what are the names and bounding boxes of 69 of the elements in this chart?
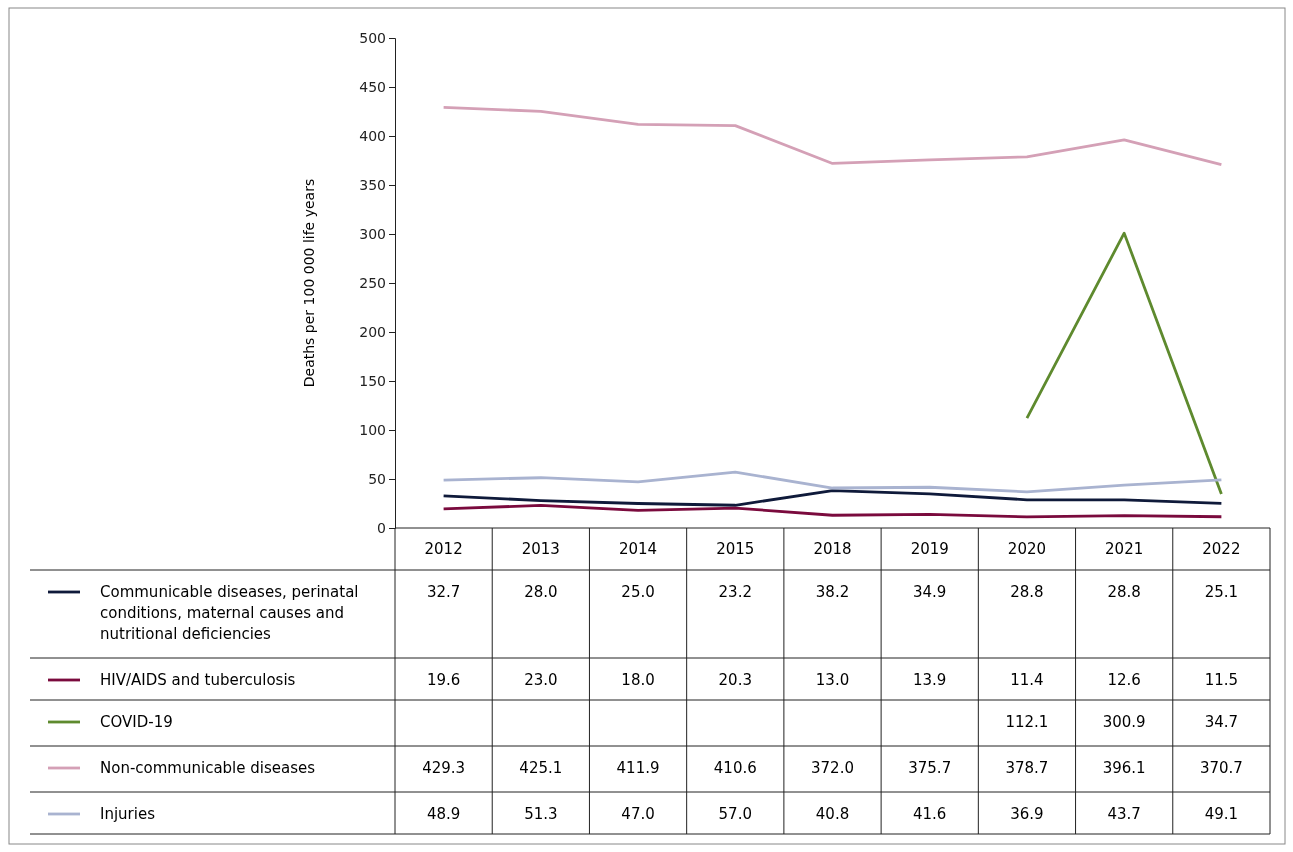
data-label: 12.6	[1107, 671, 1141, 689]
data-label: 25.1	[1204, 583, 1239, 601]
data-label: 32.7	[426, 583, 461, 601]
data-label: 43.7	[1107, 805, 1141, 823]
data-label: 34.9	[913, 583, 947, 601]
data-label: 28.8	[1107, 583, 1141, 601]
x-tick-label: 2022	[1202, 540, 1241, 558]
data-label: 23.0	[524, 671, 558, 689]
x-tick-label: 2014	[618, 540, 658, 558]
x-tick-label: 2019	[910, 540, 949, 558]
line-series	[442, 470, 1223, 494]
legend-label: Communicable diseases, perinatal conditions, maternal causes and nutritional deficiencies	[100, 583, 359, 643]
legend-label: HIV/AIDS and tuberculosis	[100, 671, 296, 689]
legend-label: COVID-19	[100, 713, 173, 731]
legend-label: Injuries	[100, 805, 156, 823]
data-label: 28.0	[524, 583, 558, 601]
y-tick-label: 100	[359, 421, 386, 438]
data-label: 23.2	[718, 583, 752, 601]
data-label: 411.9	[616, 759, 660, 777]
data-label: 48.9	[426, 805, 461, 823]
x-tick-label: 2018	[813, 540, 852, 558]
y-tick-label: 0	[377, 519, 386, 536]
data-label: 36.9	[1010, 805, 1044, 823]
x-tick-label: 2020	[1007, 540, 1047, 558]
data-label: 370.7	[1199, 759, 1243, 777]
x-tick-label: 2012	[424, 540, 463, 558]
data-label: 396.1	[1102, 759, 1146, 777]
data-label: 28.8	[1010, 583, 1044, 601]
x-tick-label: 2013	[521, 540, 560, 558]
data-label: 378.7	[1005, 759, 1049, 777]
y-tick-label: 500	[359, 29, 386, 46]
y-tick-label: 350	[359, 176, 386, 193]
data-label: 18.0	[621, 671, 655, 689]
data-label: 57.0	[718, 805, 752, 823]
x-tick-label: 2015	[716, 540, 755, 558]
y-tick-label: 300	[359, 225, 386, 242]
y-tick-label: 450	[359, 78, 386, 95]
data-label: 49.1	[1204, 805, 1239, 823]
data-label: 20.3	[718, 671, 752, 689]
data-label: 410.6	[713, 759, 757, 777]
data-label: 425.1	[519, 759, 563, 777]
line-series	[442, 489, 1223, 507]
data-label: 372.0	[811, 759, 854, 777]
data-label: 11.5	[1204, 671, 1239, 689]
data-label: 41.6	[913, 805, 947, 823]
data-label: 13.9	[913, 671, 947, 689]
line-series	[442, 105, 1223, 167]
data-label: 47.0	[621, 805, 655, 823]
y-axis-title: Deaths per 100 000 life years	[301, 178, 317, 388]
y-tick-label: 50	[368, 470, 386, 487]
data-label: 300.9	[1102, 713, 1146, 731]
data-label: 34.7	[1204, 713, 1239, 731]
data-label: 25.0	[621, 583, 655, 601]
data-label: 51.3	[524, 805, 558, 823]
legend-label: Non-communicable diseases	[100, 759, 316, 777]
data-label: 375.7	[908, 759, 952, 777]
data-label: 429.3	[422, 759, 466, 777]
data-label: 38.2	[815, 583, 850, 601]
data-label: 19.6	[426, 671, 461, 689]
line-series	[442, 504, 1223, 519]
data-label: 112.1	[1005, 713, 1049, 731]
data-label: 13.0	[815, 671, 850, 689]
data-label: 11.4	[1010, 671, 1044, 689]
x-tick-label: 2021	[1105, 540, 1144, 558]
y-tick-label: 400	[359, 127, 386, 144]
y-tick-label: 200	[359, 323, 386, 340]
y-tick-label: 250	[359, 274, 386, 291]
data-label: 40.8	[815, 805, 850, 823]
y-tick-label: 150	[359, 372, 386, 389]
